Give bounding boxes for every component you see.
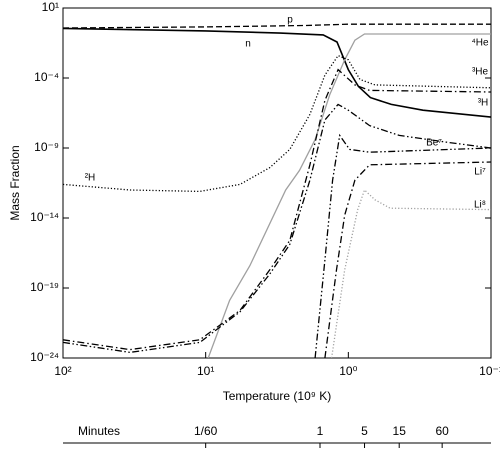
y-tick-label: 10¹ [42,0,59,14]
y-tick-label: 10⁻¹⁹ [30,280,59,294]
x-tick-label: 10¹ [197,364,214,378]
time-tick-label: 1/60 [194,424,218,438]
time-tick-label: 15 [393,424,407,438]
series-line [63,103,491,354]
y-tick-label: 10⁻⁹ [34,140,59,154]
series-label: ³H [478,98,489,109]
y-axis-title: Mass Fraction [8,145,22,220]
series-line [314,133,491,358]
series-label: Li⁸ [474,200,486,211]
series-line [63,68,491,351]
series-label: p [287,15,293,26]
series-line [330,188,491,358]
series-line [324,161,491,358]
x-tick-label: 10⁰ [339,364,357,378]
series-line [63,27,491,118]
time-axis-title: Minutes [78,424,120,438]
y-tick-label: 10⁻¹⁴ [30,210,59,224]
x-axis-title: Temperature (10⁹ K) [223,389,332,403]
series-line [63,23,491,29]
time-tick-label: 1 [317,424,324,438]
series-line [63,54,491,193]
plot-frame [62,7,492,359]
time-tick-label: 5 [361,424,368,438]
series-label: ⁴He [471,38,489,49]
y-tick-label: 10⁻⁴ [34,70,59,84]
series-label: ³He [472,67,489,78]
x-tick-label: 10² [54,364,71,378]
series-line [207,33,491,358]
time-tick-label: 60 [435,424,449,438]
series-label: Be⁷ [426,138,442,149]
x-tick-label: 10⁻¹ [479,364,500,378]
series-label: ²H [85,173,96,184]
series-label: Li⁷ [474,167,486,178]
series-label: n [245,39,251,50]
y-tick-label: 10⁻²⁴ [30,350,59,364]
